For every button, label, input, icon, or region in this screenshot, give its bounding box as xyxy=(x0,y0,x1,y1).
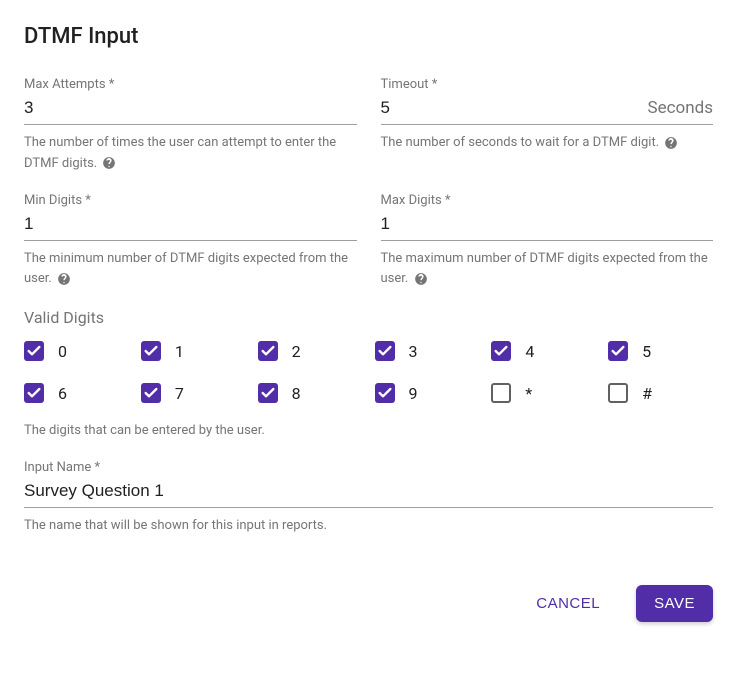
max-digits-input[interactable] xyxy=(381,212,714,236)
max-digits-field: Max Digits * The maximum number of DTMF … xyxy=(381,193,714,291)
timeout-help: The number of seconds to wait for a DTMF… xyxy=(381,133,714,154)
digit-checkbox-2[interactable]: 2 xyxy=(258,341,363,361)
valid-digits-label: Valid Digits xyxy=(24,308,713,327)
digit-checkbox-#[interactable]: # xyxy=(608,383,713,403)
digit-label: 9 xyxy=(409,384,418,403)
checkbox-checked-icon[interactable] xyxy=(258,341,278,361)
digit-checkbox-1[interactable]: 1 xyxy=(141,341,246,361)
digit-label: * xyxy=(525,384,532,403)
input-name-label: Input Name * xyxy=(24,460,713,475)
max-digits-help: The maximum number of DTMF digits expect… xyxy=(381,249,714,291)
checkbox-unchecked-icon[interactable] xyxy=(491,383,511,403)
digit-label: 6 xyxy=(58,384,67,403)
valid-digits-help: The digits that can be entered by the us… xyxy=(24,421,713,442)
max-attempts-label: Max Attempts * xyxy=(24,77,357,92)
min-digits-field: Min Digits * The minimum number of DTMF … xyxy=(24,193,357,291)
timeout-suffix: Seconds xyxy=(648,98,713,118)
input-name-input[interactable] xyxy=(24,479,713,503)
digit-label: 0 xyxy=(58,342,67,361)
cancel-button[interactable]: CANCEL xyxy=(518,585,618,622)
input-name-help: The name that will be shown for this inp… xyxy=(24,516,713,537)
max-attempts-input[interactable] xyxy=(24,96,357,120)
input-name-field: Input Name * The name that will be shown… xyxy=(24,460,713,537)
digit-checkbox-5[interactable]: 5 xyxy=(608,341,713,361)
digit-label: 3 xyxy=(409,342,418,361)
digit-label: 1 xyxy=(175,342,184,361)
max-digits-label: Max Digits * xyxy=(381,193,714,208)
help-icon[interactable] xyxy=(57,272,71,286)
dialog-title: DTMF Input xyxy=(24,24,713,49)
digit-label: 4 xyxy=(525,342,534,361)
timeout-input[interactable] xyxy=(381,96,640,120)
digit-label: 2 xyxy=(292,342,301,361)
checkbox-checked-icon[interactable] xyxy=(258,383,278,403)
digit-checkbox-9[interactable]: 9 xyxy=(375,383,480,403)
dialog-actions: CANCEL SAVE xyxy=(24,585,713,622)
digit-checkbox-4[interactable]: 4 xyxy=(491,341,596,361)
digit-checkbox-6[interactable]: 6 xyxy=(24,383,129,403)
checkbox-checked-icon[interactable] xyxy=(24,341,44,361)
min-digits-input[interactable] xyxy=(24,212,357,236)
min-digits-help: The minimum number of DTMF digits expect… xyxy=(24,249,357,291)
max-attempts-help: The number of times the user can attempt… xyxy=(24,133,357,175)
digit-checkbox-7[interactable]: 7 xyxy=(141,383,246,403)
timeout-label: Timeout * xyxy=(381,77,714,92)
help-icon[interactable] xyxy=(414,272,428,286)
digit-label: # xyxy=(642,384,652,403)
help-icon[interactable] xyxy=(664,136,678,150)
help-icon[interactable] xyxy=(102,156,116,170)
digit-checkbox-0[interactable]: 0 xyxy=(24,341,129,361)
checkbox-checked-icon[interactable] xyxy=(491,341,511,361)
checkbox-checked-icon[interactable] xyxy=(608,341,628,361)
valid-digits-grid: 0 1 2 3 4 5 6 7 8 9 * # xyxy=(24,341,713,403)
digit-label: 5 xyxy=(642,342,651,361)
digit-label: 7 xyxy=(175,384,184,403)
min-digits-label: Min Digits * xyxy=(24,193,357,208)
digit-checkbox-*[interactable]: * xyxy=(491,383,596,403)
max-attempts-field: Max Attempts * The number of times the u… xyxy=(24,77,357,175)
checkbox-unchecked-icon[interactable] xyxy=(608,383,628,403)
checkbox-checked-icon[interactable] xyxy=(24,383,44,403)
digit-checkbox-3[interactable]: 3 xyxy=(375,341,480,361)
digit-checkbox-8[interactable]: 8 xyxy=(258,383,363,403)
checkbox-checked-icon[interactable] xyxy=(141,341,161,361)
timeout-field: Timeout * Seconds The number of seconds … xyxy=(381,77,714,175)
digit-label: 8 xyxy=(292,384,301,403)
save-button[interactable]: SAVE xyxy=(636,585,713,622)
checkbox-checked-icon[interactable] xyxy=(141,383,161,403)
checkbox-checked-icon[interactable] xyxy=(375,341,395,361)
checkbox-checked-icon[interactable] xyxy=(375,383,395,403)
